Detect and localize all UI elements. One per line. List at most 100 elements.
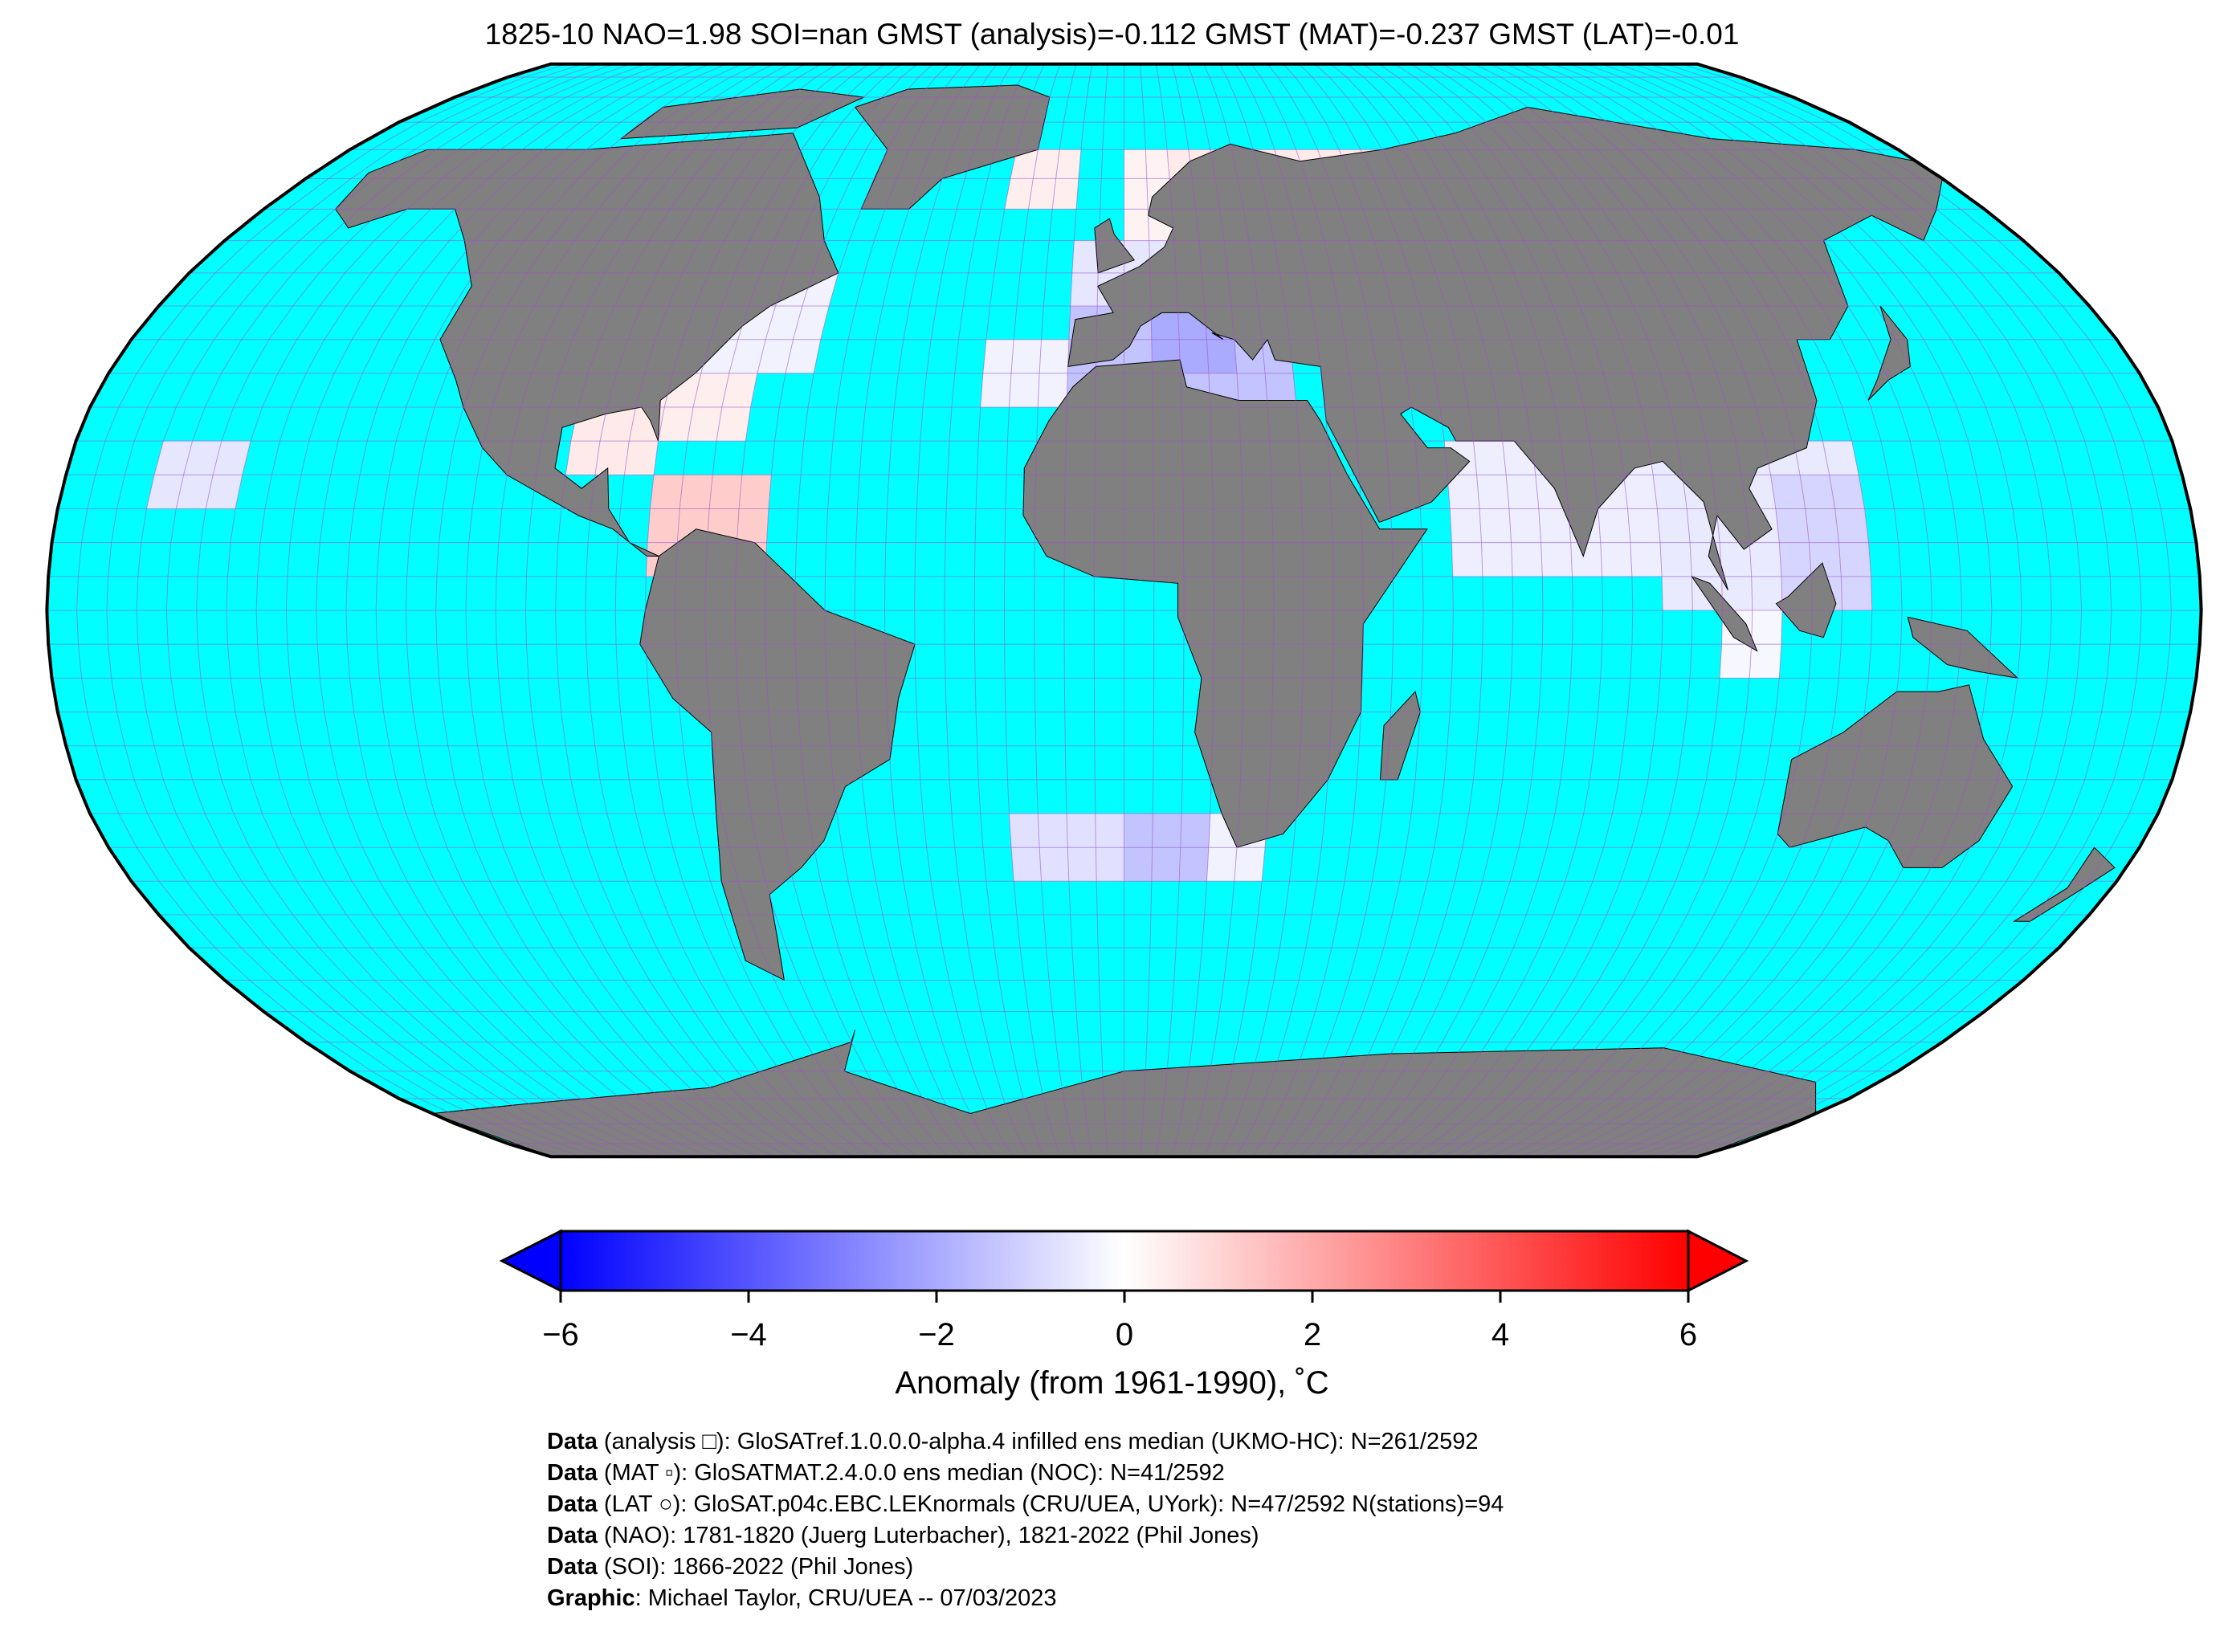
meridian-line [1139,63,1155,1157]
colorbar [499,1229,1749,1303]
anomaly-cell-hawaii [206,475,243,509]
meridian-line [196,63,631,1157]
anomaly-cell-nw-atlantic [793,306,830,340]
credit-line-soi: Data (SOI): 1866-2022 (Phil Jones) [547,1554,914,1580]
meridian-line [914,63,1014,1157]
meridian-line [1283,63,1424,1157]
meridian-line [1537,63,1903,1157]
anomaly-cell-mediterranean [1237,373,1268,407]
world-map [45,62,2203,1159]
anomaly-cell-mediterranean [1265,373,1297,407]
meridian-line [316,63,695,1157]
anomaly-cell-south-atlantic-central [1151,847,1181,882]
anomaly-cell-bay-of-bengal-se-asia [1751,576,1783,610]
anomaly-cell-south-atlantic-west [1038,814,1068,848]
map-border [45,62,2203,1159]
meridian-line [1602,63,2022,1157]
anomaly-cell-indonesia [1751,610,1783,645]
anomaly-cell-us-east-coast [687,407,722,442]
land-australia [1777,684,2014,868]
colorbar-extend-max [1687,1229,1749,1293]
meridian-line [1665,63,2142,1157]
meridian-line [1474,63,1783,1157]
credit-line-nao: Data (NAO): 1781-1820 (Juerg Luterbacher… [547,1523,1259,1548]
colorbar-label: Anomaly (from 1961-1990), ˚C [895,1365,1329,1401]
colorbar-tick-label: 0 [1115,1317,1134,1352]
anomaly-cell-central-mediterranean [1179,339,1209,373]
meridian-line [1378,63,1604,1157]
meridian-line [1155,63,1185,1157]
meridian-line [1633,63,2083,1157]
meridian-line [1003,63,1061,1157]
graticule [47,63,2202,1157]
anomaly-cell-us-east-coast [658,407,693,442]
meridian-line [1362,63,1573,1157]
meridian-line [1203,63,1275,1157]
meridian-line [1617,63,2052,1157]
meridian-line [255,63,663,1157]
anomaly-cell-arabian-sea-india [1450,508,1482,543]
meridian-line [704,63,902,1157]
anomaly-cell-iceland-north-atlantic [1033,149,1060,179]
anomaly-cell-south-china-sea [1834,508,1869,543]
anomaly-cell-arabian-sea-india [1479,508,1512,543]
meridian-line [1410,63,1663,1157]
colorbar-tick-label: 4 [1491,1317,1510,1352]
meridian-line [1442,63,1724,1157]
anomaly-cell-south-china-sea [1779,542,1812,577]
meridian-line [1458,63,1753,1157]
meridian-line [1234,63,1334,1157]
anomaly-cell-south-atlantic-west [1095,814,1124,848]
meridian-line [1315,63,1484,1157]
anomaly-cell-arabian-sea-india [1511,542,1543,577]
anomaly-cell-bay-of-bengal-se-asia [1653,475,1687,509]
colorbar-tick-label: −2 [918,1317,955,1352]
meridian-line [1649,63,2112,1157]
anomaly-cell-atlantic-azores [1038,373,1068,407]
anomaly-cell-cape [1234,847,1266,882]
anomaly-cell-central-europe [1070,272,1099,307]
anomaly-cell-iceland-north-atlantic [1010,149,1039,179]
anomaly-cell-indonesia [1720,644,1752,679]
anomaly-cell-bay-of-bengal-se-asia [1822,441,1859,475]
anomaly-cell-atlantic-azores [1011,339,1042,373]
anomaly-cell-iceland-north-atlantic [1055,149,1081,179]
map-title: 1825-10 NAO=1.98 SOI=nan GMST (analysis)… [484,18,1740,51]
anomaly-cell-arabian-sea-india [1570,542,1602,577]
anomaly-cell-south-china-sea [1800,475,1835,509]
meridian-line [1267,63,1394,1157]
anomaly-cell-iceland-north-atlantic [1004,178,1034,210]
anomaly-cell-south-atlantic-west [1096,847,1124,882]
anomaly-cell-hawaii [183,441,222,475]
meridian-line [1034,63,1077,1157]
meridian-line [1506,63,1843,1157]
anomaly-cell-atlantic-azores [982,339,1014,373]
meridian-line [555,63,822,1157]
anomaly-cell-atlantic-azores [980,373,1011,407]
anomaly-cell-nw-atlantic [757,339,794,373]
meridian-line [76,63,567,1157]
anomaly-cell-gulf-of-mexico [624,441,659,475]
credit-line-lat: Data (LAT ○): GloSAT.p04c.EBC.LEKnormals… [547,1491,1504,1517]
anomaly-cell-south-china-sea [1838,542,1871,577]
meridian-line [465,63,774,1157]
meridian-line [675,63,886,1157]
anomaly-cell-arabian-sea-india [1447,475,1480,509]
meridian-line [794,63,949,1157]
anomaly-cell-bay-of-bengal-se-asia [1721,576,1753,610]
meridian-line [495,63,790,1157]
anomaly-cell-us-east-coast [693,373,729,407]
anomaly-cell-atlantic-azores [1009,373,1040,407]
anomaly-cell-caribbean [737,508,769,543]
anomaly-cell-arabian-sea-india [1476,475,1509,509]
anomaly-cell-iceland-north-atlantic [1028,178,1056,210]
meridian-line [1171,63,1214,1157]
meridian-line [1219,63,1304,1157]
anomaly-cell-south-china-sea [1775,508,1810,543]
meridian-line [1569,63,1963,1157]
meridian-line [614,63,854,1157]
colorbar-extend-min [499,1229,562,1293]
anomaly-cell-south-atlantic-west [1039,847,1069,882]
meridian-line [1426,63,1693,1157]
meridian-line [1251,63,1365,1157]
